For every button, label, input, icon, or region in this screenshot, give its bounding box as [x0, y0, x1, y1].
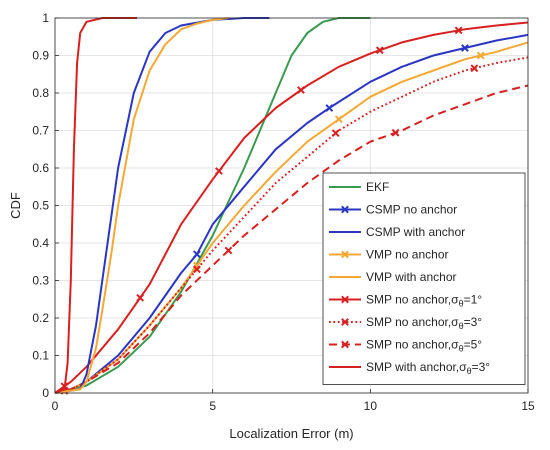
legend-label-main: VMP with anchor	[366, 270, 457, 284]
series-marker-5	[375, 46, 384, 55]
y-tick-label: 0.2	[32, 311, 49, 325]
legend-box	[322, 172, 526, 385]
series-marker-5	[215, 167, 223, 175]
series-line-6	[54, 56, 529, 394]
series-line-1	[54, 33, 529, 394]
y-tick-label: 1	[42, 11, 49, 25]
series-line-5	[54, 21, 529, 394]
y-tick-label: 0.7	[32, 124, 49, 138]
legend-label-subscript: θ	[459, 344, 464, 354]
legend-item: SMP no anchor,σθ=3°	[329, 315, 482, 331]
legend-label: SMP with anchor,σθ=3°	[366, 360, 490, 376]
legend-label-subscript: θ	[459, 321, 464, 331]
y-tick-label: 0	[42, 386, 49, 400]
y-axis-label: CDF	[8, 192, 23, 219]
legend-label-tail: =1°	[464, 293, 483, 307]
series-marker-7	[391, 128, 400, 137]
y-tick-label: 0.4	[32, 236, 49, 250]
series-marker-6	[470, 64, 479, 73]
series-marker-3	[476, 51, 485, 60]
legend-marker	[341, 295, 349, 304]
series-marker-7	[224, 246, 233, 255]
legend-marker	[341, 205, 349, 214]
y-tick-label: 0.9	[32, 49, 49, 63]
series-marker-5	[454, 26, 463, 35]
legend-label-tail: =3°	[464, 315, 483, 329]
legend-marker	[341, 250, 349, 259]
legend-item: VMP no anchor	[329, 248, 449, 262]
x-tick-label: 0	[52, 399, 59, 413]
legend-label: SMP no anchor,σθ=5°	[366, 338, 482, 354]
legend-label-tail: =3°	[472, 360, 491, 374]
series-marker-6	[192, 265, 201, 274]
legend-label-main: SMP with anchor,σ	[366, 360, 467, 374]
y-tick-label: 0.1	[32, 349, 49, 363]
legend-label: CSMP no anchor	[366, 203, 457, 217]
legend-label-main: SMP no anchor,σ	[366, 293, 459, 307]
legend-label-main: CSMP no anchor	[366, 203, 457, 217]
legend-label-subscript: θ	[459, 299, 464, 309]
legend-label-subscript: θ	[467, 366, 472, 376]
x-tick-label: 15	[521, 399, 535, 413]
series-marker-6	[331, 129, 340, 138]
legend-label-tail: =5°	[464, 338, 483, 352]
legend-label-main: CSMP with anchor	[366, 225, 465, 239]
legend-marker	[341, 340, 349, 349]
legend-item: SMP with anchor,σθ=3°	[329, 360, 490, 376]
series-line-4	[54, 17, 229, 394]
legend-label: SMP no anchor,σθ=1°	[366, 293, 482, 309]
series-line-7	[54, 84, 529, 394]
x-tick-label: 10	[364, 399, 378, 413]
legend-marker	[341, 318, 349, 326]
legend-item: VMP with anchor	[329, 270, 457, 284]
x-tick-label: 5	[209, 399, 216, 413]
legend-item: SMP no anchor,σθ=1°	[329, 293, 482, 309]
legend-label: CSMP with anchor	[366, 225, 465, 239]
legend-item: EKF	[329, 180, 389, 194]
series-marker-5	[297, 86, 305, 94]
series-marker-1	[461, 44, 469, 52]
series-marker-3	[334, 115, 343, 124]
tick-labels: 0 5 10 15 0 0.1 0.2 0.3 0.4 0.5 0.6 0.7 0.8 0.9 1	[32, 11, 535, 413]
legend-label-main: SMP no anchor,σ	[366, 338, 459, 352]
legend-label-main: EKF	[366, 180, 389, 194]
legend-label: SMP no anchor,σθ=3°	[366, 315, 482, 331]
legend-label-main: SMP no anchor,σ	[366, 315, 459, 329]
legend-label: VMP with anchor	[366, 270, 457, 284]
y-tick-label: 0.6	[32, 161, 49, 175]
legend-item: CSMP with anchor	[329, 225, 465, 239]
legend-label: EKF	[366, 180, 389, 194]
series-marker-5	[136, 293, 145, 302]
y-tick-label: 0.8	[32, 86, 49, 100]
x-axis-label: Localization Error (m)	[229, 426, 353, 441]
legend-item: CSMP no anchor	[329, 203, 457, 217]
y-tick-label: 0.5	[32, 199, 49, 213]
series-line-0	[54, 17, 371, 394]
legend-item: SMP no anchor,σθ=5°	[329, 338, 482, 354]
legend-label-main: VMP no anchor	[366, 248, 449, 262]
series-line-3	[54, 41, 529, 394]
legend-label: VMP no anchor	[366, 248, 449, 262]
legend: EKF CSMP no anchor CSMP with anchor VMP no …	[322, 172, 526, 385]
series-marker-1	[325, 104, 334, 112]
y-tick-label: 0.3	[32, 274, 49, 288]
series-marker-1	[192, 250, 201, 259]
